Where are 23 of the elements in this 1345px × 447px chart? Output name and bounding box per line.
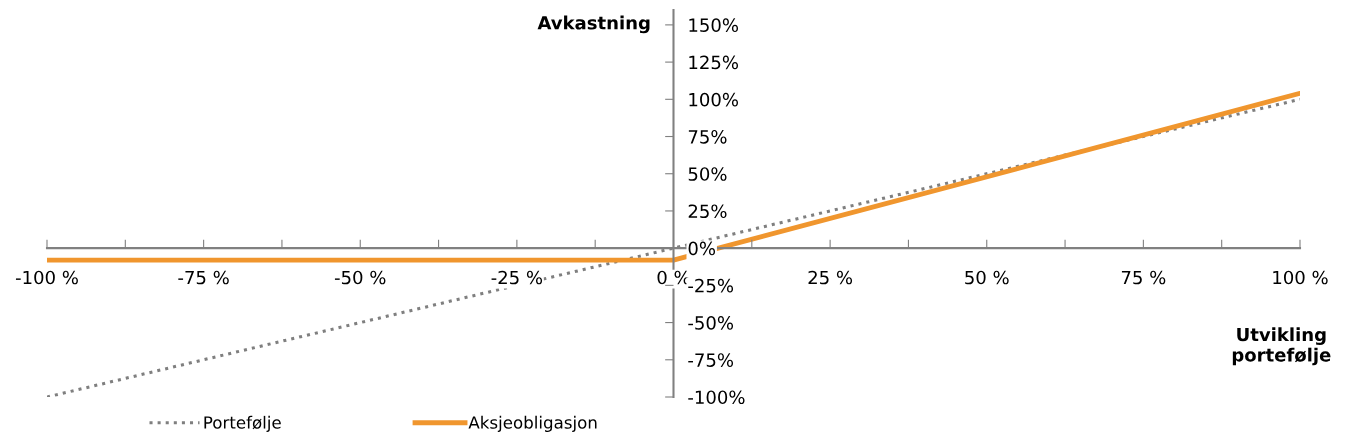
y-tick-label: -75%	[688, 353, 734, 367]
legend-label: Aksjeobligasjon	[468, 415, 597, 432]
y-tick-label: 125%	[689, 55, 739, 70]
legend-label: Portefølje	[204, 415, 281, 432]
x-tick-label: 100 %	[1273, 270, 1328, 285]
x-tick-label: 25 %	[808, 270, 853, 285]
x-tick-label: 75 %	[1121, 270, 1166, 285]
x-tick-label: -100 %	[15, 270, 78, 285]
y-tick-label: 150%	[689, 18, 739, 32]
y-tick-label: -25%	[688, 278, 734, 293]
y-tick-label: 0%	[688, 241, 716, 256]
x-axis-title: Utvikling portefølje	[1232, 327, 1331, 366]
y-tick-label: -100%	[688, 390, 745, 405]
y-tick-label: 25%	[688, 204, 727, 219]
y-tick-label: 50%	[688, 167, 727, 181]
y-tick-label: -50%	[688, 316, 734, 330]
x-tick-label: 50 %	[965, 270, 1009, 285]
x-tick-label: -75 %	[178, 270, 229, 285]
x-tick-label: -50 %	[334, 270, 386, 285]
x-tick-label: -25 %	[491, 270, 543, 285]
y-tick-label: 75%	[688, 129, 727, 144]
y-tick-label: 100%	[689, 92, 739, 107]
y-axis-title: Avkastning	[537, 15, 650, 34]
